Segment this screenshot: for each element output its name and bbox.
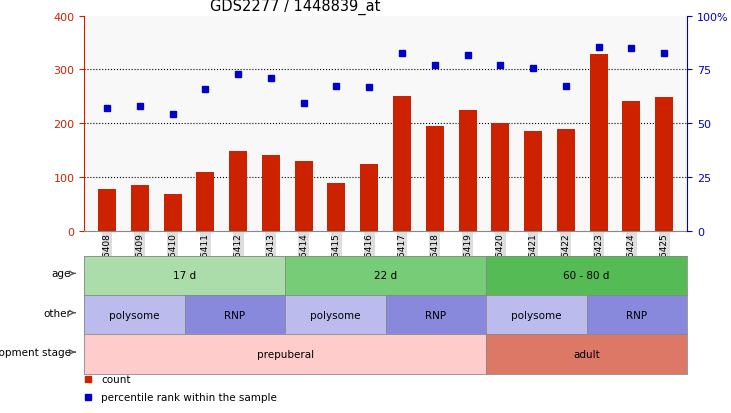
Text: 22 d: 22 d [374, 271, 397, 281]
Bar [491, 124, 510, 231]
Bar [262, 156, 280, 231]
Text: polysome: polysome [109, 310, 159, 320]
Bar [655, 98, 673, 231]
Text: polysome: polysome [511, 310, 561, 320]
Text: prepuberal: prepuberal [257, 349, 314, 359]
Text: development stage: development stage [0, 347, 71, 357]
Text: other: other [43, 308, 71, 318]
Bar [557, 129, 575, 231]
Bar [425, 127, 444, 231]
Bar [360, 164, 378, 231]
Bar [622, 101, 640, 231]
Bar [295, 161, 313, 231]
Text: percentile rank within the sample: percentile rank within the sample [101, 392, 277, 402]
Bar [524, 132, 542, 231]
Bar [98, 190, 116, 231]
Bar [229, 152, 247, 231]
Text: 17 d: 17 d [173, 271, 196, 281]
Text: RNP: RNP [626, 310, 648, 320]
Text: 60 - 80 d: 60 - 80 d [564, 271, 610, 281]
Text: count: count [101, 374, 130, 384]
Text: polysome: polysome [310, 310, 360, 320]
Title: GDS2277 / 1448839_at: GDS2277 / 1448839_at [210, 0, 380, 15]
Bar [197, 172, 214, 231]
Bar [131, 186, 149, 231]
Text: adult: adult [573, 349, 600, 359]
Bar [164, 195, 181, 231]
Bar [327, 184, 346, 231]
Bar [393, 97, 411, 231]
Bar [590, 55, 607, 231]
Text: age: age [51, 269, 71, 279]
Text: RNP: RNP [425, 310, 447, 320]
Bar [458, 111, 477, 231]
Text: RNP: RNP [224, 310, 246, 320]
